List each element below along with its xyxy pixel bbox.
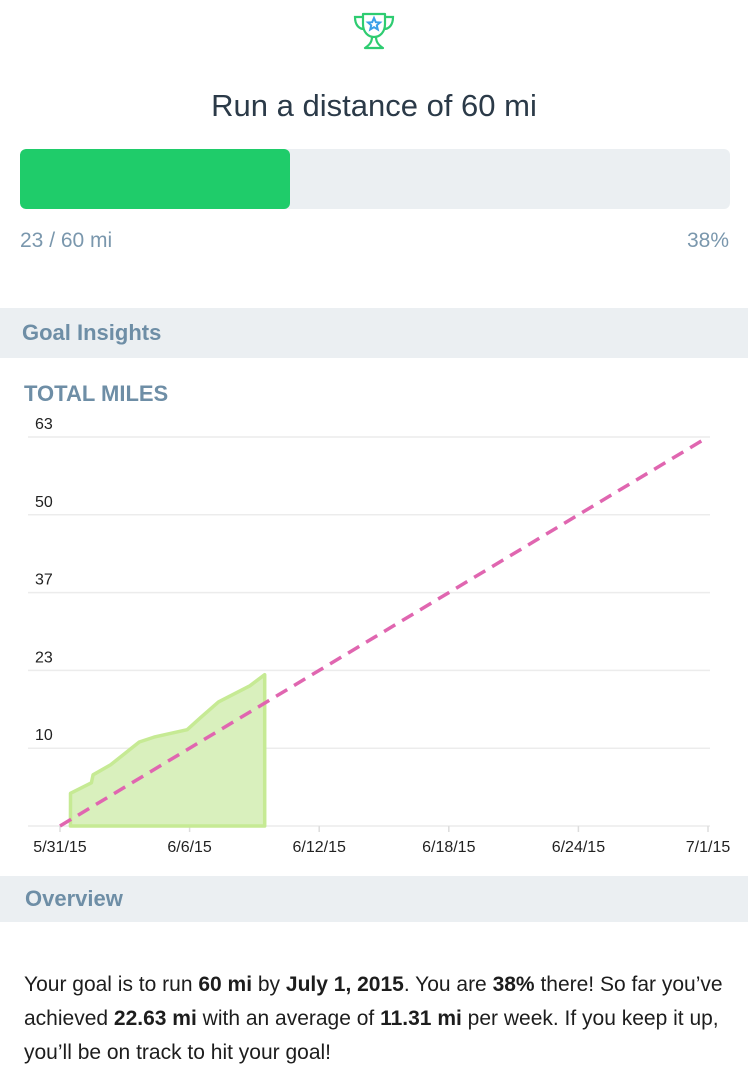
x-tick-label: 6/12/15 [293, 839, 346, 856]
progress-percent: 38% [686, 229, 729, 252]
overview-highlight: July 1, 2015 [285, 973, 404, 996]
y-tick-label: 50 [35, 494, 53, 511]
trophy-icon [350, 8, 398, 56]
goal-pace-line [59, 435, 709, 828]
goal-title: Run a distance of 60 mi [211, 88, 537, 123]
overview-segment: . You are [403, 973, 493, 996]
progress-distance: 23 / 60 mi [20, 229, 113, 252]
overview-segment: per week. If you keep it up, you’ll be o… [24, 1007, 719, 1064]
x-tick-label: 5/31/15 [33, 839, 86, 856]
overview-highlight: 60 mi [198, 973, 253, 996]
goal-progress-bar [20, 149, 730, 209]
star-icon [365, 15, 383, 32]
total-miles-chart: 10 23 37 50 63 5/31/15 6/6/15 6/12/15 6/18/15 6/2… [28, 416, 731, 856]
y-tick-label: 23 [35, 649, 53, 666]
y-tick-label: 63 [35, 416, 53, 433]
x-tick-label: 6/6/15 [167, 839, 212, 856]
overview-highlight: 38% [492, 973, 535, 996]
overview-segment: by [252, 973, 286, 996]
overview-segment: there! So far you’ve achieved [24, 973, 723, 1030]
y-tick-label: 37 [35, 572, 53, 589]
actual-miles-area [68, 672, 267, 828]
overview-text: Your goal is to run 60 mi by July 1, 201… [24, 968, 734, 1070]
x-tick-label: 6/24/15 [552, 839, 605, 856]
x-tick-label: 6/18/15 [422, 839, 475, 856]
overview-segment: with an average of [196, 1007, 381, 1030]
x-tick-label: 7/1/15 [686, 839, 731, 856]
overview-highlight: 11.31 mi [380, 1007, 462, 1030]
goal-progress-fill [20, 149, 290, 209]
overview-highlight: 22.63 mi [113, 1007, 197, 1030]
goal-insights-header: Goal Insights [0, 308, 748, 358]
overview-header: Overview [0, 876, 748, 922]
y-tick-label: 10 [35, 727, 53, 744]
overview-segment: Your goal is to run [24, 973, 199, 996]
chart-title: TOTAL MILES [24, 381, 169, 406]
